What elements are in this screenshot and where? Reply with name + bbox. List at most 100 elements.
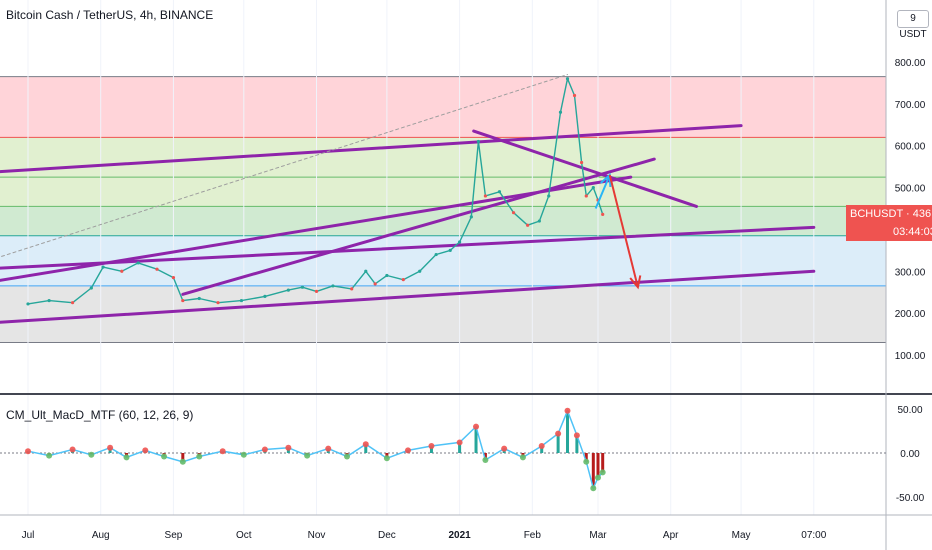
macd-signal-dot-20 <box>428 442 435 449</box>
macd-line <box>27 408 604 491</box>
macd-histogram-bar-30 <box>584 453 588 462</box>
macd-signal-dot-11 <box>240 451 247 458</box>
macd-signal-dot-32 <box>595 474 601 481</box>
time-axis-label-2: Sep <box>165 530 183 541</box>
price-point-42 <box>601 212 605 216</box>
price-point-6 <box>136 261 140 265</box>
macd-histogram-bar-17 <box>364 444 368 453</box>
macd-signal-dot-2 <box>69 446 76 453</box>
price-point-21 <box>385 273 389 278</box>
price-point-26 <box>458 240 462 244</box>
macd-signal-dot-16 <box>344 453 351 460</box>
time-axis-label-3: Oct <box>236 530 252 541</box>
price-point-9 <box>181 298 185 303</box>
trend-line-0 <box>0 124 743 174</box>
macd-signal-dot-25 <box>519 454 526 461</box>
price-point-5 <box>120 269 124 273</box>
macd-signal-dot-7 <box>161 453 168 460</box>
time-axis-label-0: Jul <box>22 530 35 541</box>
macd-signal-dot-29 <box>573 432 580 439</box>
macd-signal-dot-19 <box>405 447 411 454</box>
macd-signal-dot-33 <box>599 469 606 476</box>
macd-signal-dot-30 <box>583 458 590 465</box>
macd-signal-dot-15 <box>325 445 332 452</box>
price-point-35 <box>558 110 563 114</box>
macd-signal-dot-6 <box>142 447 149 454</box>
macd-histogram-bar-33 <box>601 453 605 473</box>
price-point-16 <box>314 289 319 293</box>
macd-histogram-bar-22 <box>474 426 478 453</box>
macd-signal-dot-27 <box>555 430 562 437</box>
price-point-4 <box>101 265 105 269</box>
trend-line-1 <box>0 175 633 282</box>
currency-prefix: 9 <box>910 13 916 24</box>
price-point-32 <box>526 223 530 227</box>
macd-histogram-bar-20 <box>429 445 433 453</box>
macd-signal-dot-28 <box>564 407 571 414</box>
macd-histogram-bar-28 <box>566 410 570 453</box>
price-point-14 <box>286 288 290 292</box>
price-axis-label-0: 800.00 <box>895 58 926 69</box>
price-point-33 <box>537 219 541 223</box>
macd-signal-dot-8 <box>179 458 186 465</box>
symbol-title[interactable]: Bitcoin Cash / TetherUS, 4h, BINANCE <box>6 8 214 22</box>
price-point-7 <box>155 267 159 271</box>
macd-signal-dot-26 <box>538 442 545 449</box>
price-axis-label-5: 300.00 <box>895 267 926 278</box>
price-point-28 <box>476 139 480 144</box>
trend-line-6 <box>0 74 569 258</box>
price-point-31 <box>511 211 516 215</box>
price-point-18 <box>350 287 354 291</box>
price-point-27 <box>469 215 473 219</box>
projection-arrow-0 <box>594 174 611 209</box>
price-point-10 <box>197 296 201 301</box>
macd-histogram-bar-26 <box>540 445 544 453</box>
macd-axis-label-0: 50.00 <box>897 405 922 416</box>
time-axis-label-10: May <box>732 530 751 541</box>
price-point-39 <box>584 194 588 198</box>
macd-histogram-bar-29 <box>575 435 579 453</box>
zone-band-1 <box>0 137 886 207</box>
time-axis-label-8: Mar <box>589 530 607 541</box>
time-axis-label-11: 07:00 <box>801 530 826 541</box>
price-axis-label-6: 200.00 <box>895 309 926 320</box>
time-axis-label-1: Aug <box>92 530 110 541</box>
price-point-2 <box>70 301 75 305</box>
macd-signal-dot-1 <box>46 452 53 459</box>
price-point-1 <box>47 298 51 303</box>
price-point-17 <box>331 284 335 288</box>
currency-unit-label: USDT <box>899 29 927 40</box>
macd-signal-dot-0 <box>25 448 31 455</box>
price-axis-label-7: 100.00 <box>895 351 926 362</box>
time-axis-label-7: Feb <box>524 530 542 541</box>
macd-signal-dot-18 <box>383 455 390 462</box>
price-point-12 <box>239 298 244 303</box>
time-axis-label-4: Nov <box>308 530 326 541</box>
time-axis-label-6: 2021 <box>448 530 471 541</box>
projection-arrowhead-1 <box>629 275 642 290</box>
last-price-tag: BCHUSDT · 436.15 03:44:03 <box>846 205 932 241</box>
macd-signal-dot-13 <box>285 444 292 451</box>
macd-signal-dot-21 <box>456 439 463 446</box>
macd-signal-dot-5 <box>123 454 130 461</box>
price-axis-label-3: 500.00 <box>895 184 926 195</box>
macd-histogram-bar-8 <box>181 453 185 462</box>
macd-signal-dot-22 <box>473 423 480 430</box>
price-point-13 <box>263 294 267 298</box>
price-point-8 <box>171 275 176 280</box>
price-point-24 <box>434 252 438 257</box>
price-point-19 <box>364 269 368 273</box>
price-point-30 <box>497 190 502 194</box>
macd-axis-label-2: -50.00 <box>896 493 925 504</box>
currency-unit[interactable]: 9 USDT <box>897 10 929 40</box>
macd-signal-dot-23 <box>482 457 489 464</box>
macd-signal-dot-17 <box>362 441 369 448</box>
indicator-title[interactable]: CM_Ult_MacD_MTF (60, 12, 26, 9) <box>6 408 194 422</box>
bar-countdown: 03:44:03 <box>893 226 932 238</box>
trend-line-3 <box>0 269 816 324</box>
macd-histogram-bar-27 <box>556 433 560 453</box>
price-point-23 <box>418 269 422 273</box>
trend-line-4 <box>0 225 816 270</box>
macd-signal-dot-9 <box>196 453 203 460</box>
